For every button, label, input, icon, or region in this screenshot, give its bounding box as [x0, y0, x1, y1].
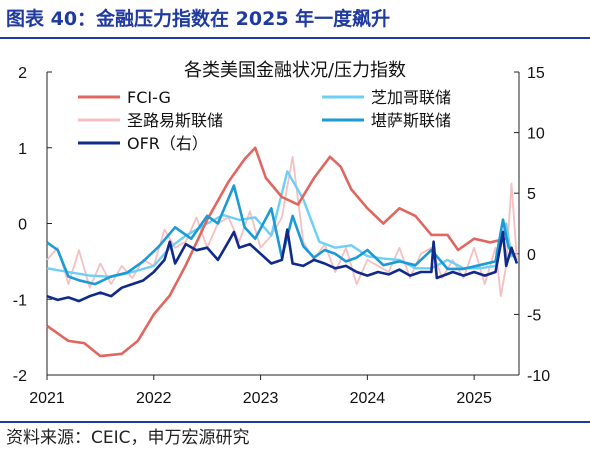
legend-label: 圣路易斯联储 [127, 111, 223, 130]
x-tick-label: 2021 [29, 390, 65, 407]
legend-label: OFR（右） [127, 134, 208, 153]
left-tick-label: 0 [18, 217, 27, 234]
left-tick-label: 2 [18, 65, 27, 82]
series-line-kansas-city [46, 184, 516, 286]
chart-title: 各类美国金融状况/压力指数 [184, 60, 406, 81]
left-tick-label: 1 [18, 141, 27, 158]
legend-item-ofr: OFR（右） [78, 134, 208, 153]
legend-item-chicago: 芝加哥联储 [322, 88, 451, 107]
legend-label: 芝加哥联储 [371, 88, 451, 107]
right-tick-label: 10 [527, 126, 545, 143]
series-line-ofr [46, 228, 519, 303]
right-tick-label: -5 [527, 307, 541, 324]
right-tick-label: 0 [527, 247, 536, 264]
legend: FCI-G 芝加哥联储 圣路易斯联储 堪萨斯联储 OFR（右） [78, 88, 451, 153]
x-tick-label: 2024 [350, 390, 386, 407]
right-tick-label: 15 [527, 65, 545, 82]
legend-item-st-louis: 圣路易斯联储 [78, 111, 223, 130]
source-rule [0, 421, 590, 423]
left-tick-label: -2 [13, 368, 27, 385]
x-tick-label: 2022 [136, 390, 172, 407]
series-line-fci-g [46, 146, 507, 358]
right-tick-label: 5 [527, 186, 536, 203]
legend-item-kansas-city: 堪萨斯联储 [322, 111, 451, 130]
legend-label: FCI-G [127, 88, 171, 107]
legend-label: 堪萨斯联储 [371, 111, 451, 130]
title-rule [0, 37, 590, 39]
figure-title: 图表 40：金融压力指数在 2025 年一度飙升 [6, 8, 391, 30]
x-tick-label: 2025 [456, 390, 492, 407]
right-tick-label: -10 [527, 368, 550, 385]
legend-item-fci-g: FCI-G [78, 88, 171, 107]
series-line-chicago [46, 170, 513, 278]
source-note: 资料来源：CEIC，申万宏源研究 [6, 428, 250, 448]
x-tick-label: 2023 [243, 390, 279, 407]
left-tick-label: -1 [13, 292, 27, 309]
